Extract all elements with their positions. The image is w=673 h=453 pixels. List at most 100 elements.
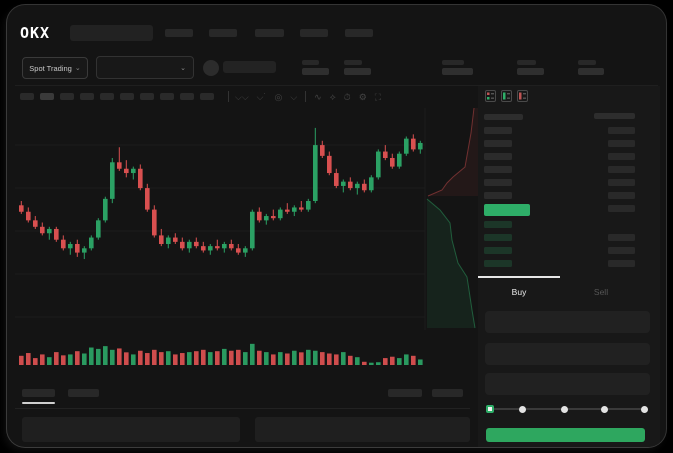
volume-bar (341, 352, 346, 365)
volume-bar (397, 358, 402, 365)
slider-stop[interactable] (561, 406, 568, 413)
settings-icon[interactable]: ⚙ (358, 91, 367, 102)
bid-row-amount (608, 247, 635, 254)
interval-button[interactable] (40, 93, 54, 100)
ask-row-amount (608, 166, 635, 173)
candle-body (173, 237, 178, 242)
nav-item-3[interactable] (255, 29, 284, 37)
bid-row-price[interactable] (484, 221, 512, 228)
line-tools-icon[interactable]: ∿ (314, 91, 322, 102)
interval-button[interactable] (200, 93, 214, 100)
amount-input[interactable] (485, 343, 650, 365)
candle-body (362, 183, 367, 191)
candle-body (271, 216, 276, 219)
stat-change (344, 60, 371, 75)
candlestick-chart[interactable] (15, 108, 478, 386)
orderbook-view-toggles (485, 90, 528, 102)
volume-bar (152, 349, 157, 365)
ask-row-price[interactable] (484, 153, 512, 160)
total-input[interactable] (485, 373, 650, 395)
indicator-icon[interactable]: ⌵˙ (256, 91, 267, 102)
ask-row-amount (608, 140, 635, 147)
volume-bar (299, 352, 304, 365)
volume-bar (369, 362, 374, 365)
bid-row-price[interactable] (484, 260, 512, 267)
slider-stop[interactable] (641, 406, 648, 413)
stat-volume (578, 60, 604, 75)
chevron-down-icon[interactable]: ⌵ (290, 91, 298, 102)
depth-bids-line (426, 198, 476, 329)
interval-button[interactable] (120, 93, 134, 100)
ask-row-price[interactable] (484, 127, 512, 134)
volume-bar (173, 354, 178, 365)
orders-block-right (255, 417, 470, 442)
orderbook-col-amount (594, 113, 635, 119)
candle-body (243, 248, 248, 253)
slider-stop[interactable] (519, 406, 526, 413)
search-input[interactable] (70, 25, 153, 41)
buy-submit-button[interactable] (486, 428, 645, 442)
volume-bar (47, 357, 52, 365)
candle-body (180, 241, 185, 249)
volume-bar (19, 355, 24, 365)
candle-style-icon[interactable]: ⌵⌵ (235, 91, 249, 102)
book-combined-icon[interactable] (485, 90, 496, 102)
bottom-action-2[interactable] (432, 389, 463, 397)
ask-row-price[interactable] (484, 140, 512, 147)
candle-body (19, 205, 24, 212)
candle-body (250, 211, 255, 249)
nav-item-5[interactable] (345, 29, 373, 37)
interval-button[interactable] (180, 93, 194, 100)
ask-row-price[interactable] (484, 192, 512, 199)
fullscreen-icon[interactable]: ⛶ (374, 91, 382, 102)
slider-stop[interactable] (601, 406, 608, 413)
interval-button[interactable] (140, 93, 154, 100)
nav-item-2[interactable] (209, 29, 237, 37)
camera-icon[interactable]: ⏱ (343, 91, 351, 102)
volume-bar (362, 361, 367, 365)
market-type-dropdown[interactable]: Spot Trading ⌄ (22, 57, 88, 79)
volume-bar (131, 354, 136, 365)
nav-item-1[interactable] (165, 29, 193, 37)
bottom-tab-history[interactable] (68, 389, 99, 397)
bid-row-price[interactable] (484, 234, 512, 241)
volume-bar (390, 356, 395, 365)
candle-body (348, 181, 353, 189)
chart-tools: ⌵⌵ ⌵˙ ◎ ⌵ ∿ ⟡ ⏱ ⚙ ⛶ (235, 91, 381, 102)
candle-body (159, 235, 164, 244)
slider-handle[interactable] (486, 405, 494, 413)
interval-button[interactable] (100, 93, 114, 100)
device-frame: OKX Spot Trading ⌄ ⌄ ⌵⌵ ⌵˙ ◎ ⌵ ∿ ⟡ ⏱ ⚙ ⛶ (7, 5, 666, 447)
volume-bar (54, 352, 59, 365)
display-mode-icon[interactable]: ◎ (274, 91, 283, 102)
okx-logo[interactable]: OKX (20, 24, 51, 42)
ask-row-price[interactable] (484, 179, 512, 186)
candle-body (89, 237, 94, 249)
interval-button[interactable] (20, 93, 34, 100)
candle-body (68, 244, 73, 249)
volume-bar (257, 350, 262, 365)
bottom-action-1[interactable] (388, 389, 422, 397)
interval-button[interactable] (60, 93, 74, 100)
amount-slider-track[interactable] (490, 408, 648, 410)
candle-body (341, 181, 346, 186)
interval-button[interactable] (80, 93, 94, 100)
book-asks-icon[interactable] (517, 90, 528, 102)
pair-dropdown[interactable]: ⌄ (96, 56, 194, 79)
last-price-badge[interactable] (484, 204, 530, 216)
bottom-tab-open-orders[interactable] (22, 389, 55, 397)
compare-icon[interactable]: ⟡ (329, 91, 336, 102)
tab-buy[interactable]: Buy (511, 287, 527, 297)
candle-body (404, 138, 409, 154)
ask-row-amount (608, 127, 635, 134)
bid-row-price[interactable] (484, 247, 512, 254)
interval-button[interactable] (160, 93, 174, 100)
candle-body (327, 155, 332, 174)
volume-bar (166, 351, 171, 365)
nav-item-4[interactable] (300, 29, 328, 37)
price-input[interactable] (485, 311, 650, 333)
tab-sell[interactable]: Sell (593, 287, 609, 297)
volume-bar (145, 353, 150, 365)
ask-row-price[interactable] (484, 166, 512, 173)
book-bids-icon[interactable] (501, 90, 512, 102)
